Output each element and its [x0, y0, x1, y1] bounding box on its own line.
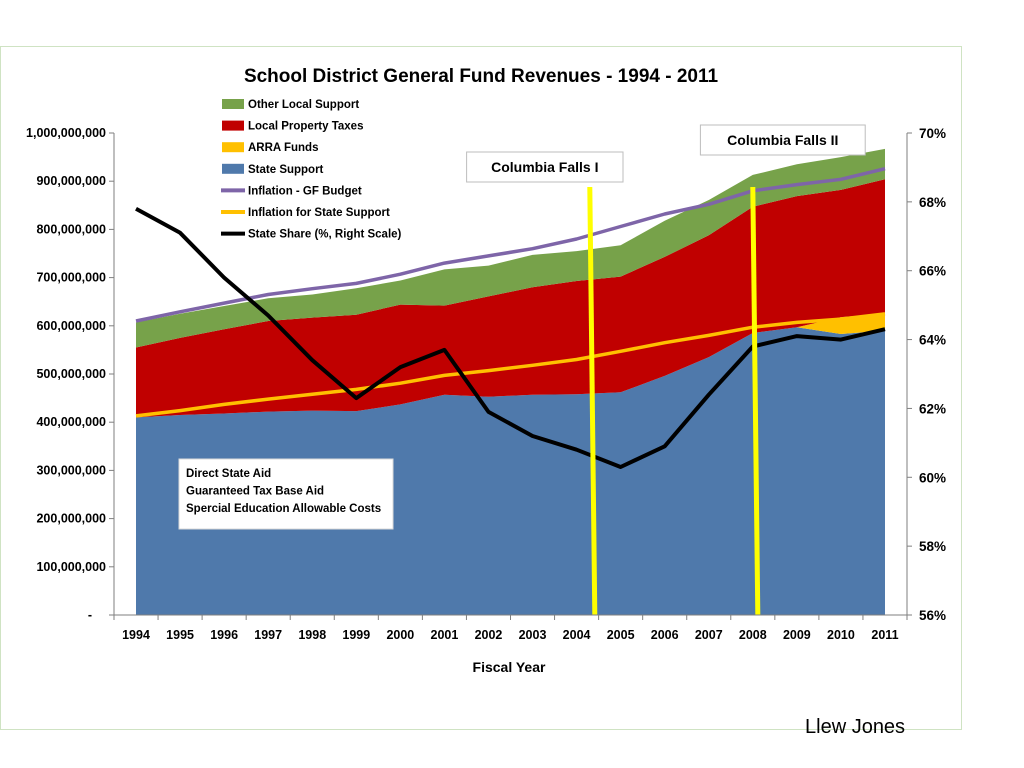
- legend-label: Other Local Support: [248, 99, 359, 111]
- y-tick-label: 500,000,000: [36, 367, 106, 381]
- area-other-local-support: [136, 148, 885, 348]
- chart-frame: School District General Fund Revenues - …: [0, 46, 962, 730]
- x-tick-label: 2008: [739, 628, 767, 642]
- x-tick-label: 2009: [783, 628, 811, 642]
- annotation-line: Direct State Aid: [186, 468, 271, 480]
- legend-label: Inflation for State Support: [248, 207, 390, 219]
- line-inflation-gf-budget: [135, 166, 886, 323]
- legend-swatch: [222, 99, 244, 109]
- x-tick-label: 1997: [254, 628, 282, 642]
- y-tick-label: 200,000,000: [36, 512, 106, 526]
- annotation-box: Direct State Aid Guaranteed Tax Base Aid S…: [178, 458, 394, 530]
- marker-line: [750, 186, 761, 616]
- x-tick-label: 2005: [607, 628, 635, 642]
- chart-title: School District General Fund Revenues - …: [244, 66, 719, 87]
- legend-swatch: [222, 142, 244, 153]
- x-tick-label: 2004: [563, 628, 591, 642]
- legend-swatch: [222, 120, 244, 131]
- y2-tick-label: 70%: [919, 126, 946, 141]
- line-state-share-right-scale-: [135, 206, 886, 469]
- marker-label-box: [466, 151, 624, 183]
- legend-label: State Share (%, Right Scale): [248, 229, 402, 241]
- y2-tick-label: 68%: [919, 195, 946, 210]
- marker-line: [587, 186, 598, 616]
- area-state-support: [136, 327, 885, 615]
- y-tick-label: 800,000,000: [36, 222, 106, 236]
- legend-label: Inflation - GF Budget: [248, 185, 362, 197]
- x-tick-label: 1998: [298, 628, 326, 642]
- y-tick-label: 900,000,000: [36, 174, 106, 188]
- legend-label: State Support: [248, 164, 324, 176]
- y2-tick-label: 60%: [919, 470, 946, 485]
- y-tick-label: 300,000,000: [36, 463, 106, 477]
- legend-swatch: [222, 163, 244, 174]
- y-tick-label: -: [88, 608, 92, 622]
- y2-tick-label: 62%: [919, 401, 946, 416]
- y-tick-label: 1,000,000,000: [26, 126, 106, 140]
- y2-tick-label: 66%: [919, 264, 946, 279]
- annotation-background: [178, 458, 394, 530]
- x-axis-title: Fiscal Year: [473, 659, 546, 675]
- marker-label-box: [699, 124, 866, 156]
- x-tick-label: 2002: [475, 628, 503, 642]
- y-tick-label: 400,000,000: [36, 415, 106, 429]
- x-tick-label: 2011: [871, 628, 898, 642]
- legend-label: ARRA Funds: [248, 142, 318, 154]
- legend-label: Local Property Taxes: [248, 121, 363, 133]
- marker-label: Columbia Falls I: [491, 159, 598, 175]
- x-tick-label: 2001: [431, 628, 459, 642]
- y2-tick-label: 58%: [919, 539, 946, 554]
- y2-tick-label: 56%: [919, 608, 946, 623]
- x-tick-label: 2007: [695, 628, 723, 642]
- x-tick-label: 1994: [122, 628, 150, 642]
- annotation-line: Spercial Education Allowable Costs: [186, 503, 381, 515]
- y2-tick-label: 64%: [919, 333, 946, 348]
- chart: School District General Fund Revenues - …: [26, 66, 946, 675]
- x-tick-label: 1999: [342, 628, 370, 642]
- y-tick-label: 600,000,000: [36, 319, 106, 333]
- x-tick-label: 1996: [210, 628, 238, 642]
- x-tick-label: 1995: [166, 628, 194, 642]
- y-tick-label: 700,000,000: [36, 271, 106, 285]
- marker-label: Columbia Falls II: [727, 132, 838, 148]
- author-credit: Llew Jones: [805, 716, 906, 738]
- line-inflation-for-state-support: [135, 312, 886, 418]
- x-tick-label: 2006: [651, 628, 679, 642]
- area-local-property-taxes: [136, 179, 885, 418]
- x-tick-label: 2000: [386, 628, 414, 642]
- x-tick-label: 2010: [827, 628, 855, 642]
- y-tick-label: 100,000,000: [36, 560, 106, 574]
- annotation-line: Guaranteed Tax Base Aid: [186, 486, 324, 498]
- x-tick-label: 2003: [519, 628, 547, 642]
